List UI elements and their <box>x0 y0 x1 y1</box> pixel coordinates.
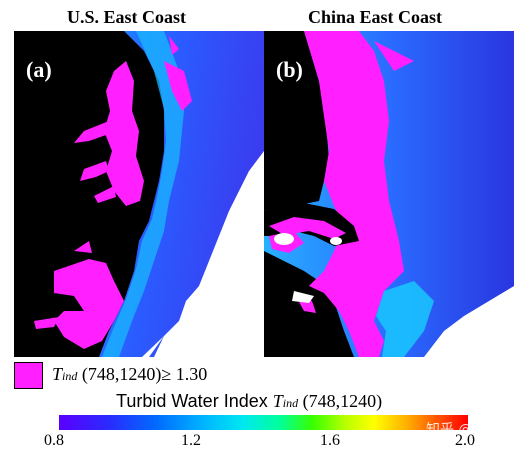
panel-label-a: (a) <box>26 57 52 82</box>
satellite-panel-china: (b) <box>264 31 514 357</box>
colorbar <box>59 415 468 430</box>
china-coast-image <box>264 31 514 357</box>
watermark: 知乎 @秃噜 <box>426 422 501 438</box>
colorbar-bands: (748,1240) <box>302 391 383 411</box>
colorbar-title-text: Turbid Water Index <box>116 391 268 411</box>
colorbar-title: Turbid Water Index Tind (748,1240) <box>116 391 382 412</box>
legend-symbol: T <box>52 364 63 384</box>
colorbar-tick-3: 2.0 <box>455 432 475 449</box>
legend-text: Tind (748,1240)≥ 1.30 <box>52 364 207 385</box>
colorbar-symbol: T <box>272 391 283 411</box>
panel-label-b: (b) <box>276 57 303 82</box>
colorbar-tick-1: 1.2 <box>181 432 201 449</box>
colorbar-tick-0: 0.8 <box>44 432 64 449</box>
colorbar-subscript: ind <box>282 396 299 410</box>
legend-swatch <box>14 362 43 389</box>
title-china-east-coast: China East Coast <box>308 7 443 27</box>
colorbar-tick-2: 1.6 <box>320 432 340 449</box>
legend-subscript: ind <box>62 369 78 383</box>
satellite-panel-us: (a) <box>14 31 264 357</box>
title-us-east-coast: U.S. East Coast <box>67 7 187 27</box>
legend-condition: (748,1240)≥ 1.30 <box>81 364 208 384</box>
us-coast-image <box>14 31 264 357</box>
